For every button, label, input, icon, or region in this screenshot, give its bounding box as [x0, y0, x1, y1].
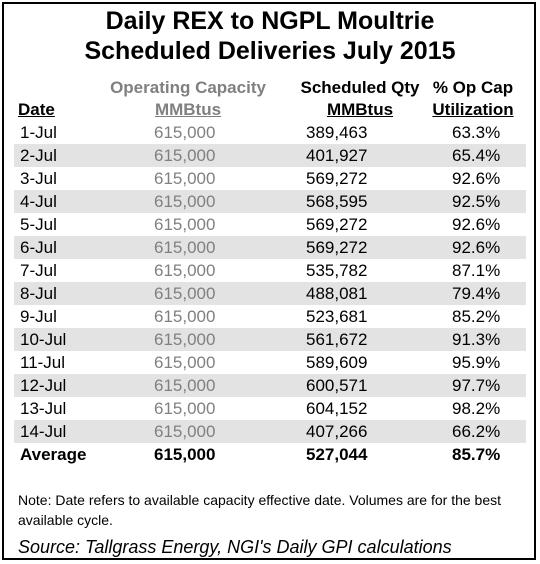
date-cell: 1-Jul — [20, 123, 57, 142]
table-row: 10-Jul 615,000 561,672 91.3% — [14, 328, 526, 351]
capacity-cell: 615,000 — [154, 192, 216, 211]
utilization-cell: 98.2% — [452, 399, 501, 418]
table-row: 8-Jul 615,000 488,081 79.4% — [14, 282, 526, 305]
scheduled-qty-cell: 569,272 — [306, 215, 368, 234]
date-cell: 12-Jul — [20, 376, 67, 395]
scheduled-qty-cell: 523,681 — [306, 307, 368, 326]
date-cell: 13-Jul — [20, 399, 67, 418]
table-row: 1-Jul 615,000 389,463 63.3% — [14, 121, 526, 144]
table-row: 3-Jul 615,000 569,272 92.6% — [14, 167, 526, 190]
utilization-cell: 92.6% — [452, 215, 501, 234]
table-row: 11-Jul 615,000 589,609 95.9% — [14, 351, 526, 374]
utilization-cell: 92.6% — [452, 238, 501, 257]
scheduled-qty-cell: 561,672 — [306, 330, 368, 349]
table-row: 4-Jul 615,000 568,595 92.5% — [14, 190, 526, 213]
table-row: 5-Jul 615,000 569,272 92.6% — [14, 213, 526, 236]
table-row: 9-Jul 615,000 523,681 85.2% — [14, 305, 526, 328]
scheduled-qty-cell: 569,272 — [306, 169, 368, 188]
scheduled-qty-cell: 488,081 — [306, 284, 368, 303]
date-cell: 3-Jul — [20, 169, 57, 188]
capacity-cell: 615,000 — [154, 422, 216, 441]
capacity-cell: 615,000 — [154, 353, 216, 372]
utilization-cell: 85.7% — [452, 445, 501, 464]
chart-title-line-1: Daily REX to NGPL Moultrie — [105, 7, 435, 35]
date-cell: 7-Jul — [20, 261, 57, 280]
date-cell: 10-Jul — [20, 330, 67, 349]
capacity-cell: 615,000 — [154, 146, 216, 165]
date-cell: 8-Jul — [20, 284, 57, 303]
table-row: 14-Jul 615,000 407,266 66.2% — [14, 420, 526, 443]
scheduled-qty-cell: 401,927 — [306, 146, 368, 165]
capacity-cell: 615,000 — [154, 399, 216, 418]
scheduled-qty-cell: 589,609 — [306, 353, 368, 372]
date-cell: Average — [20, 445, 87, 464]
scheduled-qty-cell: 568,595 — [306, 192, 368, 211]
header-scheduled-line-1: Scheduled Qty — [300, 78, 420, 97]
utilization-cell: 87.1% — [452, 261, 501, 280]
header-scheduled-line-2: MMBtus — [326, 100, 394, 119]
utilization-cell: 92.5% — [452, 192, 501, 211]
table-row: 2-Jul 615,000 401,927 65.4% — [14, 144, 526, 167]
utilization-cell: 92.6% — [452, 169, 501, 188]
scheduled-qty-cell: 527,044 — [306, 445, 368, 464]
date-cell: 2-Jul — [20, 146, 57, 165]
capacity-cell: 615,000 — [154, 330, 216, 349]
capacity-cell: 615,000 — [154, 376, 216, 395]
capacity-cell: 615,000 — [154, 123, 216, 142]
utilization-cell: 65.4% — [452, 146, 501, 165]
scheduled-qty-cell: 604,152 — [306, 399, 368, 418]
capacity-cell: 615,000 — [154, 445, 216, 464]
utilization-cell: 66.2% — [452, 422, 501, 441]
header-util-line-1: % Op Cap — [432, 78, 514, 97]
capacity-cell: 615,000 — [154, 238, 216, 257]
table-row: 6-Jul 615,000 569,272 92.6% — [14, 236, 526, 259]
utilization-cell: 91.3% — [452, 330, 501, 349]
scheduled-qty-cell: 569,272 — [306, 238, 368, 257]
capacity-cell: 615,000 — [154, 169, 216, 188]
utilization-cell: 97.7% — [452, 376, 501, 395]
table-border — [2, 2, 536, 560]
chart-title-line-2: Scheduled Deliveries July 2015 — [84, 37, 456, 65]
scheduled-qty-cell: 407,266 — [306, 422, 368, 441]
date-cell: 14-Jul — [20, 422, 67, 441]
header-capacity-line-2: MMBtus — [154, 100, 222, 119]
date-cell: 11-Jul — [20, 353, 66, 372]
capacity-cell: 615,000 — [154, 284, 216, 303]
header-util-line-2: Utilization — [432, 100, 514, 119]
utilization-cell: 95.9% — [452, 353, 501, 372]
capacity-cell: 615,000 — [154, 261, 216, 280]
date-cell: 6-Jul — [20, 238, 57, 257]
average-row: Average 615,000 527,044 85.7% — [14, 443, 526, 466]
scheduled-qty-cell: 600,571 — [306, 376, 368, 395]
table-row: 12-Jul 615,000 600,571 97.7% — [14, 374, 526, 397]
capacity-cell: 615,000 — [154, 215, 216, 234]
utilization-cell: 63.3% — [452, 123, 501, 142]
utilization-cell: 85.2% — [452, 307, 501, 326]
utilization-cell: 79.4% — [452, 284, 501, 303]
scheduled-qty-cell: 389,463 — [306, 123, 368, 142]
date-cell: 4-Jul — [20, 192, 57, 211]
date-cell: 5-Jul — [20, 215, 57, 234]
date-cell: 9-Jul — [20, 307, 57, 326]
table-note: Note: Date refers to available capacity … — [18, 492, 502, 528]
capacity-cell: 615,000 — [154, 307, 216, 326]
header-capacity-line-1: Operating Capacity — [110, 78, 266, 97]
scheduled-qty-cell: 535,782 — [306, 261, 368, 280]
header-date: Date — [18, 100, 55, 119]
table-row: 7-Jul 615,000 535,782 87.1% — [14, 259, 526, 282]
table-row: 13-Jul 615,000 604,152 98.2% — [14, 397, 526, 420]
source-credit: Source: Tallgrass Energy, NGI's Daily GP… — [18, 537, 452, 557]
